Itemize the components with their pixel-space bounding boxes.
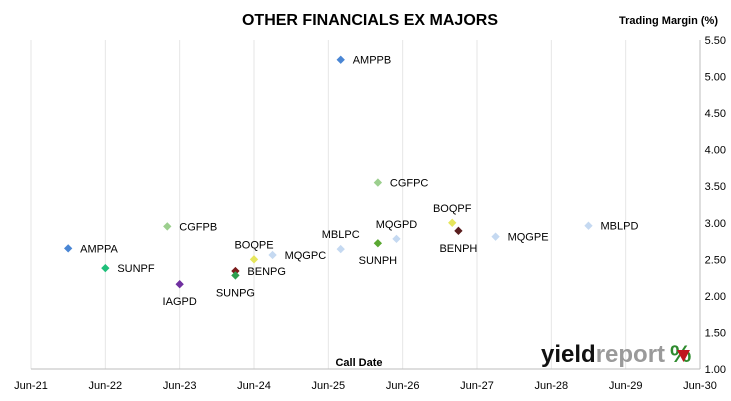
x-tick-labels: Jun-21 Jun-22 Jun-23 Jun-24 Jun-25 Jun-26 Jun-… <box>14 380 717 392</box>
brand-report: report <box>596 341 665 368</box>
point-label-cgfpb: CGFPB <box>179 221 217 233</box>
y-tick-label: 2.00 <box>705 291 726 303</box>
data-point-sunpf <box>101 263 110 273</box>
data-point-iagpd <box>175 280 184 289</box>
data-point-amppa <box>64 244 73 253</box>
brand-yield: yield <box>541 341 596 368</box>
point-label-mqgpe: MQGPE <box>508 232 549 244</box>
data-point-benph <box>454 226 463 235</box>
point-label-mqgpd: MQGPD <box>376 219 418 231</box>
x-tick-label: Jun-26 <box>386 380 420 392</box>
point-label-sunpf: SUNPF <box>117 263 155 275</box>
x-axis-title: Call Date <box>335 357 382 369</box>
x-tick-label: Jun-22 <box>89 380 123 392</box>
point-label-amppb: AMPPB <box>353 55 392 67</box>
y-tick-label: 2.50 <box>705 254 726 266</box>
x-tick-label: Jun-28 <box>535 380 569 392</box>
data-point-cgfpb <box>163 222 172 231</box>
y-tick-label: 1.50 <box>705 327 726 339</box>
data-point-cgfpc <box>373 178 383 187</box>
point-label-sunph: SUNPH <box>359 255 398 267</box>
data-point-mqgpe <box>491 232 500 241</box>
percent-logo-icon: % <box>670 341 691 368</box>
point-label-boqpe: BOQPE <box>234 239 273 251</box>
point-label-benpg: BENPG <box>247 266 286 278</box>
y-tick-label: 4.00 <box>705 145 726 157</box>
point-label-benph: BENPH <box>439 243 477 255</box>
x-tick-label: Jun-21 <box>14 380 48 392</box>
brand-text: yieldreport <box>541 341 665 368</box>
point-label-mqgpc: MQGPC <box>285 250 327 262</box>
data-points: AMPPA SUNPF CGFPB IAGPD BOQPE BENPG SUNPG MQGPC… <box>64 55 639 308</box>
y-tick-label: 5.50 <box>705 35 726 47</box>
y-tick-label: 5.00 <box>705 72 726 84</box>
point-label-cgfpc: CGFPC <box>390 178 429 190</box>
yieldreport-logo: yieldreport % <box>541 341 691 368</box>
point-label-mblpc: MBLPC <box>322 229 360 241</box>
data-point-mqgpd <box>392 234 401 244</box>
data-point-sunpg <box>231 271 240 280</box>
brand-triangle <box>677 350 690 362</box>
point-label-amppa: AMPPA <box>80 243 118 255</box>
y-tick-label: 3.00 <box>705 218 726 230</box>
x-tick-label: Jun-29 <box>609 380 643 392</box>
x-tick-label: Jun-25 <box>312 380 346 392</box>
point-label-sunpg: SUNPG <box>216 287 255 299</box>
x-tick-label: Jun-30 <box>683 380 717 392</box>
data-point-mqgpc <box>268 250 277 260</box>
y-tick-label: 1.00 <box>705 364 726 376</box>
point-label-mblpd: MBLPD <box>601 221 639 233</box>
data-point-sunph <box>373 239 383 248</box>
x-tick-label: Jun-23 <box>163 380 197 392</box>
y-axis-title: Trading Margin (%) <box>619 15 718 27</box>
y-tick-label: 3.50 <box>705 181 726 193</box>
y-tick-labels: 1.00 1.50 2.00 2.50 3.00 3.50 4.00 4.50 5.00 5.50 <box>705 35 726 376</box>
point-label-boqpf: BOQPF <box>433 203 472 215</box>
x-tick-label: Jun-24 <box>237 380 271 392</box>
data-point-mblpc <box>336 244 345 254</box>
point-label-iagpd: IAGPD <box>163 296 197 308</box>
data-point-mblpd <box>584 221 593 230</box>
data-point-amppb <box>336 55 345 64</box>
data-point-boqpe <box>249 255 259 264</box>
chart-title: OTHER FINANCIALS EX MAJORS <box>242 12 498 29</box>
data-point-boqpf <box>448 218 457 227</box>
x-tick-label: Jun-27 <box>460 380 494 392</box>
y-tick-label: 4.50 <box>705 108 726 120</box>
grid-lines <box>30 40 627 369</box>
